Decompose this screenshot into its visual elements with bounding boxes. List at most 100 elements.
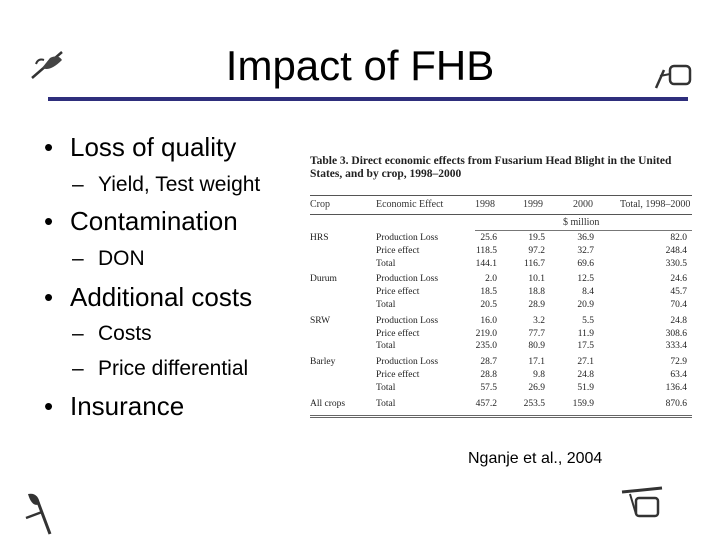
value-cell: 82.0	[670, 233, 687, 243]
value-cell: 24.8	[670, 315, 687, 326]
value-cell: 2.0	[485, 274, 497, 285]
title-underline	[48, 97, 688, 101]
value-cell: 26.9	[528, 382, 545, 393]
value-cell: 24.6	[670, 274, 687, 285]
bullet-item: • Contamination	[44, 206, 238, 236]
effect-cell: Production Loss	[376, 274, 439, 285]
value-cell: 11.9	[577, 328, 594, 339]
value-cell: 248.4	[665, 245, 687, 256]
bullet-item: • Insurance	[44, 391, 185, 421]
value-cell: 870.6	[665, 398, 687, 409]
value-cell: 10.1	[528, 274, 545, 285]
table-row: Barley Production Loss 28.7 17.1 27.1 72.9	[310, 357, 692, 370]
value-cell: 97.2	[528, 245, 545, 256]
value-cell: 330.5	[665, 258, 687, 269]
table-row: Price effect 18.5 18.8 8.4 45.7	[310, 287, 692, 300]
value-cell: 253.5	[523, 398, 545, 409]
value-cell: 3.2	[533, 315, 545, 326]
value-cell: 36.9	[577, 233, 594, 243]
table-row: Price effect 118.5 97.2 32.7 248.4	[310, 246, 692, 259]
sub-bullet-item: – Costs	[72, 322, 152, 345]
wheat-sprig-icon	[31, 51, 63, 79]
value-cell: 17.1	[528, 357, 545, 368]
crop-cell: HRS	[310, 233, 329, 243]
value-cell: 27.1	[577, 357, 594, 368]
sub-bullet-item: – DON	[72, 247, 145, 270]
value-cell: 24.8	[577, 369, 594, 380]
unit-label: $ million	[563, 217, 600, 228]
value-cell: 20.5	[480, 299, 497, 310]
header-cell: Crop	[310, 199, 330, 210]
value-cell: 118.5	[475, 245, 497, 256]
value-cell: 12.5	[577, 274, 594, 285]
effect-cell: Production Loss	[376, 315, 439, 326]
economic-effects-table: Table 3. Direct economic effects from Fu…	[310, 155, 692, 419]
table-row: Price effect 219.0 77.7 11.9 308.6	[310, 329, 692, 342]
slide-title: Impact of FHB	[225, 42, 495, 89]
value-cell: 219.0	[475, 328, 497, 339]
value-cell: 80.9	[528, 341, 545, 352]
value-cell: 25.6	[480, 233, 497, 243]
effect-cell: Total	[376, 382, 396, 393]
value-cell: 8.4	[582, 287, 594, 298]
effect-cell: Production Loss	[376, 357, 439, 368]
table-row: Price effect 28.8 9.8 24.8 63.4	[310, 370, 692, 383]
value-cell: 144.1	[475, 258, 497, 269]
value-cell: 28.8	[480, 369, 497, 380]
value-cell: 136.4	[665, 382, 687, 393]
value-cell: 63.4	[670, 369, 687, 380]
header-cell: Economic Effect	[376, 199, 444, 210]
value-cell: 16.0	[480, 315, 497, 326]
value-cell: 32.7	[577, 245, 594, 256]
table-caption: Table 3. Direct economic effects from Fu…	[310, 155, 672, 180]
value-cell: 77.7	[528, 328, 545, 339]
effect-cell: Production Loss	[376, 233, 439, 243]
table-row: All crops Total 457.2 253.5 159.9 870.6	[310, 399, 692, 412]
table-row: HRS Production Loss 25.6 19.5 36.9 82.0	[310, 233, 692, 246]
table-row: Durum Production Loss 2.0 10.1 12.5 24.6	[310, 274, 692, 287]
effect-cell: Price effect	[376, 245, 420, 256]
value-cell: 28.9	[528, 299, 545, 310]
table-row: Total 20.5 28.9 20.9 70.4	[310, 300, 692, 313]
value-cell: 17.5	[577, 341, 594, 352]
effect-cell: Total	[376, 341, 396, 352]
effect-cell: Price effect	[376, 369, 420, 380]
table-row: Total 57.5 26.9 51.9 136.4	[310, 383, 692, 396]
value-cell: 5.5	[582, 315, 594, 326]
value-cell: 333.4	[665, 341, 687, 352]
value-cell: 18.8	[528, 287, 545, 298]
bullet-item: • Loss of quality	[44, 132, 237, 162]
effect-cell: Total	[376, 299, 396, 310]
value-cell: 45.7	[670, 287, 687, 298]
sub-bullet-item: – Yield, Test weight	[72, 173, 261, 196]
value-cell: 235.0	[475, 341, 497, 352]
value-cell: 308.6	[665, 328, 687, 339]
value-cell: 20.9	[577, 299, 594, 310]
table-header-row: Crop Economic Effect 1998 1999 2000 Tota…	[310, 196, 692, 214]
wheat-sprig-icon	[654, 64, 692, 89]
citation: Nganje et al., 2004	[468, 450, 603, 467]
value-cell: 457.2	[475, 398, 497, 409]
value-cell: 28.7	[480, 357, 497, 368]
value-cell: 18.5	[480, 287, 497, 298]
crop-cell: Barley	[310, 357, 336, 368]
value-cell: 70.4	[670, 299, 687, 310]
value-cell: 19.5	[528, 233, 545, 243]
table-row: Total 144.1 116.7 69.6 330.5	[310, 259, 692, 272]
table-body: HRS Production Loss 25.6 19.5 36.9 82.0 Price …	[310, 231, 692, 411]
effect-cell: Price effect	[376, 287, 420, 298]
effect-cell: Total	[376, 258, 396, 269]
value-cell: 51.9	[577, 382, 594, 393]
header-cell: 1999	[523, 199, 543, 210]
crop-cell: Durum	[310, 274, 337, 285]
effect-cell: Total	[376, 398, 396, 409]
table-row: Total 235.0 80.9 17.5 333.4	[310, 341, 692, 354]
header-cell: Total, 1998–2000	[620, 199, 691, 210]
value-cell: 72.9	[670, 357, 687, 368]
table-row: SRW Production Loss 16.0 3.2 5.5 24.8	[310, 316, 692, 329]
value-cell: 116.7	[523, 258, 545, 269]
header-cell: 2000	[573, 199, 593, 210]
value-cell: 159.9	[572, 398, 594, 409]
unit-row: $ million	[310, 215, 692, 231]
header-cell: 1998	[475, 199, 495, 210]
